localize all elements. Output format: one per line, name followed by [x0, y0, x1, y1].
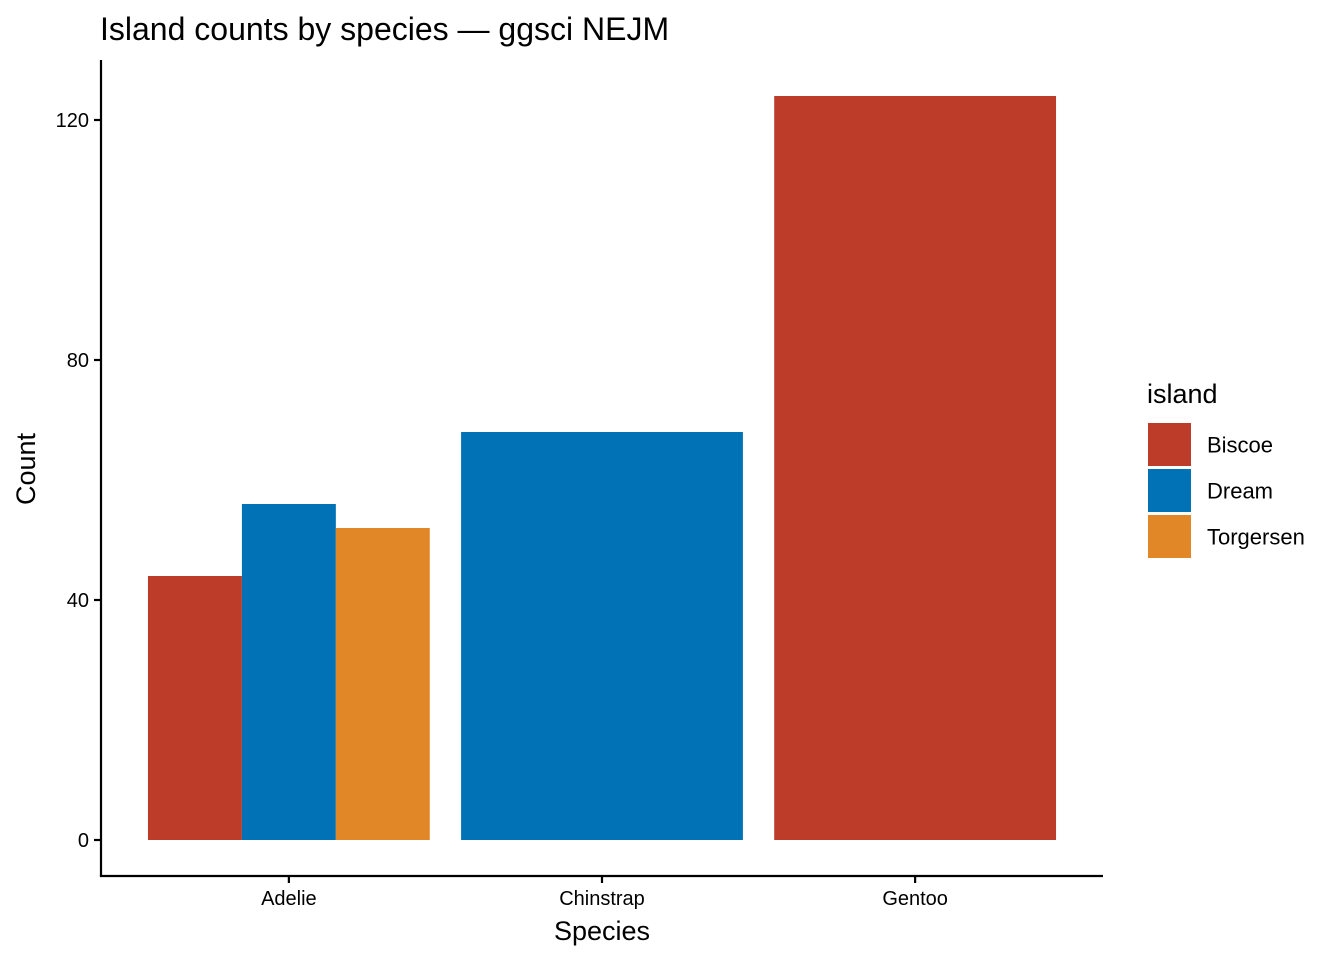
legend-label-dream: Dream: [1207, 479, 1273, 504]
legend: island Biscoe Dream Torgersen: [1147, 379, 1305, 558]
x-tick-label: Gentoo: [882, 888, 948, 910]
x-tick-label: Adelie: [261, 888, 317, 910]
bar-gentoo-biscoe: [774, 96, 1057, 840]
y-axis-title: Count: [11, 432, 41, 505]
legend-key-torgersen: [1148, 515, 1191, 558]
bar-adelie-dream: [241, 504, 336, 840]
x-axis-title: Species: [554, 916, 650, 946]
chart-title: Island counts by species — ggsci NEJM: [100, 11, 669, 47]
axes-layer: 0 40 80 120 Adelie Chinstrap Gentoo: [56, 60, 1103, 910]
bar-chinstrap-dream: [461, 432, 743, 840]
bar-adelie-torgersen: [335, 528, 430, 840]
legend-key-biscoe: [1148, 423, 1191, 466]
legend-label-torgersen: Torgersen: [1207, 525, 1305, 550]
y-tick-label: 40: [67, 590, 89, 612]
legend-key-dream: [1148, 469, 1191, 512]
x-tick-label: Chinstrap: [559, 888, 645, 910]
legend-label-biscoe: Biscoe: [1207, 433, 1273, 458]
y-tick-label: 0: [78, 830, 89, 852]
legend-items: Biscoe Dream Torgersen: [1148, 423, 1305, 558]
bar-adelie-biscoe: [147, 576, 242, 840]
bars-layer: [147, 96, 1057, 840]
y-tick-label: 80: [67, 350, 89, 372]
y-tick-label: 120: [56, 110, 89, 132]
legend-title: island: [1147, 379, 1218, 409]
